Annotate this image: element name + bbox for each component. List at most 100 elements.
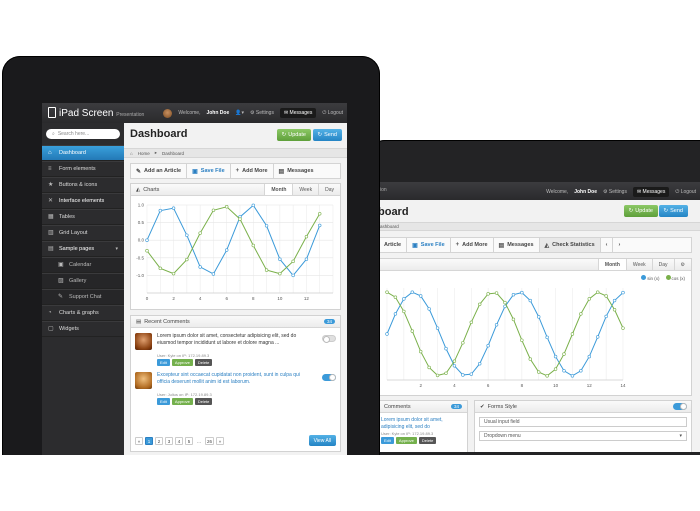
back-toolbar: Article ▣ Save File + Add More ▤ Messages ◭…	[380, 237, 692, 253]
next-arrow-button[interactable]: ›	[613, 238, 625, 252]
approve-button[interactable]: Approve	[171, 359, 193, 366]
messages-link[interactable]: ✉ Messages	[279, 108, 317, 118]
sidebar-item-tables[interactable]: ▦ Tables	[42, 209, 124, 225]
x-tick-label: 4	[199, 296, 202, 301]
list-icon: ≡	[48, 166, 52, 172]
send-button[interactable]: ↻ Send	[312, 129, 342, 141]
add-article-button[interactable]: ✎ Add an Article	[131, 164, 188, 178]
recent-comments-panel: ▤ Recent Comments 34 Lorem ipsum dolor si…	[130, 315, 341, 452]
sidebar-item-calendar[interactable]: ▣ Calendar	[42, 257, 124, 273]
add-more-button[interactable]: + Add More	[451, 238, 494, 252]
sidebar-item-form-elements[interactable]: ≡ Form elements	[42, 161, 124, 177]
front-line-chart: 1.0 0.5 0.0 -0.5 -1.0 0 2 4 6 8 10 12	[136, 203, 334, 301]
sidebar-item-grid[interactable]: ▥ Grid Layout	[42, 225, 124, 241]
avatar	[163, 108, 173, 118]
data-point	[402, 309, 406, 314]
dropdown-menu[interactable]: Dropdown menu ▾	[479, 431, 687, 441]
tab-week[interactable]: Week	[292, 184, 318, 195]
usual-input-field[interactable]: Usual input field	[479, 417, 687, 427]
page-prev[interactable]: «	[135, 437, 143, 445]
forms-style-head: ✔ Forms Style	[475, 401, 691, 413]
sidebar-item-sample-pages[interactable]: ▤ Sample pages ▾	[42, 241, 124, 257]
calendar-icon: ▣	[58, 262, 64, 268]
prev-arrow-button[interactable]: ‹	[601, 238, 614, 252]
add-more-button[interactable]: + Add More	[231, 164, 274, 178]
tab-day[interactable]: Day	[651, 259, 674, 270]
sidebar-item-dashboard[interactable]: ⌂ Dashboard	[42, 145, 124, 161]
page-26[interactable]: 26	[205, 437, 215, 445]
sidebar-item-support-chat[interactable]: ✎ Support Chat	[42, 289, 124, 305]
forms-toggle[interactable]	[673, 403, 687, 410]
comment-toggle[interactable]	[322, 335, 336, 343]
chevron-down-icon: ▾	[115, 246, 118, 252]
sidebar-item-gallery[interactable]: ▨ Gallery	[42, 273, 124, 289]
page-next[interactable]: »	[216, 437, 225, 445]
data-point	[570, 332, 575, 336]
page-1[interactable]: 1	[145, 437, 153, 445]
settings-link[interactable]: ⚙ Settings	[603, 189, 627, 195]
check-statistics-button[interactable]: ◭ Check Statistics	[539, 238, 601, 252]
update-button[interactable]: ↻ Update	[623, 205, 658, 217]
data-point	[612, 308, 617, 312]
tab-week[interactable]: Week	[625, 259, 652, 270]
search-input[interactable]: ⌕ Search here...	[46, 129, 120, 139]
data-point	[410, 290, 414, 294]
data-point	[537, 315, 541, 319]
data-point	[478, 361, 482, 366]
search-placeholder: Search here...	[57, 131, 90, 137]
logout-link[interactable]: ⏻ Logout	[675, 189, 696, 195]
logout-link[interactable]: ⏻ Logout	[322, 110, 343, 116]
back-top-right: Welcome, John Doe ⚙ Settings ✉ Messages …	[546, 187, 696, 197]
settings-link[interactable]: ⚙ Settings	[250, 110, 274, 116]
sidebar-item-charts[interactable]: ◔ Charts & graphs	[42, 305, 124, 321]
edit-button[interactable]: Edit	[381, 437, 394, 444]
page-4[interactable]: 4	[175, 437, 183, 445]
back-comments-title: Comments	[384, 403, 411, 410]
data-point	[612, 298, 617, 303]
page-3[interactable]: 3	[165, 437, 173, 445]
legend-cos-label: cos (x)	[671, 276, 686, 281]
sidebar-item-interface[interactable]: ✕ Interface elements	[42, 193, 124, 209]
page-5[interactable]: 5	[185, 437, 193, 445]
edit-button[interactable]: Edit	[157, 398, 170, 405]
breadcrumb-home[interactable]: Home	[137, 150, 150, 156]
comment-toggle[interactable]	[322, 374, 336, 381]
comment-actions: Edit Approve Delete	[157, 398, 213, 405]
delete-button[interactable]: Delete	[194, 398, 213, 405]
messages-button[interactable]: ▤ Messages	[494, 238, 540, 252]
data-point	[469, 320, 473, 324]
gear-icon[interactable]: ⚙	[673, 259, 691, 270]
settings-label: Settings	[608, 189, 627, 195]
page-ellipsis: ...	[197, 438, 201, 444]
user-name[interactable]: John Doe	[574, 189, 597, 195]
plus-icon: +	[235, 168, 240, 174]
edit-button[interactable]: Edit	[157, 359, 170, 366]
data-point	[528, 357, 532, 361]
messages-button[interactable]: ▤ Messages	[274, 164, 319, 178]
page-2[interactable]: 2	[155, 437, 163, 445]
sidebar-item-widgets[interactable]: ▢ Widgets	[42, 321, 124, 337]
sidebar-item-buttons[interactable]: ★ Buttons & icons	[42, 177, 124, 193]
delete-button[interactable]: Delete	[418, 437, 437, 444]
delete-button[interactable]: Delete	[194, 359, 213, 366]
add-article-button[interactable]: Article	[380, 238, 408, 252]
tab-day[interactable]: Day	[318, 184, 340, 195]
x-tick-label: 2	[172, 296, 175, 301]
back-comments-count: 34	[450, 404, 462, 409]
data-point	[198, 231, 202, 235]
update-button[interactable]: ↻ Update	[276, 129, 311, 141]
save-file-button[interactable]: ▣ Save File	[407, 238, 451, 252]
user-icon[interactable]: 👤▾	[235, 110, 244, 116]
approve-button[interactable]: Approve	[395, 437, 417, 444]
send-button[interactable]: ↻ Send	[658, 205, 688, 217]
approve-button[interactable]: Approve	[171, 398, 193, 405]
back-comments-panel: Comments 34 Lorem ipsum dolor sit amet, …	[380, 400, 468, 452]
tab-month[interactable]: Month	[264, 184, 293, 195]
save-file-button[interactable]: ▣ Save File	[187, 164, 231, 178]
messages-link[interactable]: ✉ Messages	[632, 187, 670, 197]
user-name[interactable]: John Doe	[206, 110, 230, 116]
tab-month[interactable]: Month	[597, 259, 626, 270]
view-all-button[interactable]: View All	[308, 435, 336, 446]
y-tick-label: -0.5	[136, 255, 144, 260]
add-more-label: Add More	[242, 168, 268, 174]
